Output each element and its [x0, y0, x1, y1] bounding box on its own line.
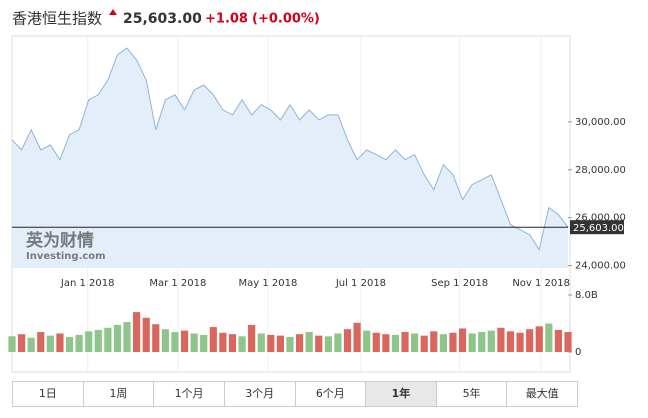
y-tick-label: 24,000.00 — [575, 261, 626, 272]
volume-bar — [324, 336, 332, 352]
volume-bar — [305, 332, 313, 352]
volume-bar — [238, 336, 246, 352]
volume-bar — [219, 332, 227, 352]
volume-bar — [37, 332, 45, 352]
volume-bar — [286, 337, 294, 352]
volume-bar — [142, 317, 150, 352]
volume-bar — [334, 333, 342, 352]
range-buttons: 1日 1周 1个月 3个月 6个月 1年 5年 最大值 — [12, 381, 578, 407]
volume-bar — [123, 322, 131, 352]
volume-bar — [372, 332, 380, 352]
area — [12, 48, 568, 268]
volume-bar — [200, 334, 208, 352]
x-tick-label: Jan 1 2018 — [60, 278, 115, 289]
range-button[interactable]: 1日 — [13, 382, 84, 406]
volume-bar — [497, 327, 505, 352]
y-tick-label: 26,000.00 — [575, 213, 626, 224]
volume-bar — [382, 334, 390, 352]
volume-bar — [506, 331, 515, 352]
volume-bar — [391, 334, 400, 352]
range-button[interactable]: 5年 — [437, 382, 508, 406]
volume-bar — [487, 330, 495, 352]
volume-bar — [343, 329, 352, 352]
change: +1.08 — [205, 12, 248, 27]
title: 香港恒生指数 — [12, 10, 102, 28]
volume-bar — [353, 322, 361, 352]
volume-bar — [420, 335, 428, 352]
y-tick-label: 28,000.00 — [575, 165, 626, 176]
chart: 香港恒生指数 25,603.00 +1.08 (+0.00%) Jan 1 20… — [8, 9, 626, 373]
x-tick-label: Jul 1 2018 — [335, 278, 386, 289]
range-button[interactable]: 1年 — [366, 382, 437, 406]
watermark: 英为财情 — [26, 230, 94, 251]
x-tick-label: May 1 2018 — [239, 278, 298, 289]
volume-bar — [56, 333, 64, 352]
volume-bar — [458, 328, 467, 352]
volume-bar — [430, 331, 438, 352]
last-price-box — [570, 220, 624, 235]
volume-bar — [171, 332, 179, 352]
volume-bar — [228, 334, 237, 352]
last-price-label: 25,603.00 — [573, 223, 624, 234]
volume-bar — [276, 335, 285, 352]
price-line — [11, 47, 569, 251]
x-tick-label: Nov 1 2018 — [512, 278, 570, 289]
volume-bar — [535, 326, 543, 352]
volume-bar — [545, 323, 553, 352]
volume-bar — [554, 329, 563, 352]
volume-bar — [17, 334, 26, 352]
volume-bar — [190, 333, 198, 352]
volume-bar — [104, 327, 112, 352]
y-tick-label: 30,000.00 — [575, 117, 626, 128]
volume-bar — [401, 332, 409, 352]
volume-bar — [46, 335, 54, 352]
volume-bar — [468, 333, 476, 352]
last-price: 25,603.00 — [123, 11, 202, 27]
up-arrow — [109, 9, 117, 15]
volume-bar — [8, 336, 16, 352]
volume-bar — [75, 334, 83, 352]
range-button[interactable]: 3个月 — [225, 382, 296, 406]
y-tick-label: 8.0B — [575, 290, 598, 301]
x-tick-label: Mar 1 2018 — [149, 278, 206, 289]
volume-bar — [478, 332, 486, 352]
volume-bar — [564, 332, 572, 352]
volume-bar — [439, 334, 447, 352]
volume-bar — [315, 335, 323, 352]
y-tick-label: 0 — [575, 347, 581, 358]
volume-bar — [27, 337, 35, 352]
volume-bar — [449, 332, 457, 352]
volume-bar — [113, 324, 122, 352]
range-button[interactable]: 6个月 — [296, 382, 367, 406]
volume-bar — [161, 329, 169, 352]
volume-bar — [526, 329, 534, 352]
range-button[interactable]: 最大值 — [525, 387, 559, 400]
volume-bar — [85, 331, 93, 352]
change-pct: (+0.00%) — [252, 12, 320, 27]
volume-bar — [257, 333, 265, 352]
watermark: Investing.com — [26, 251, 106, 262]
x-tick-label: Sep 1 2018 — [431, 278, 488, 289]
volume-bar — [152, 324, 160, 352]
volume-bar — [267, 334, 275, 352]
volume-bar — [180, 330, 189, 352]
volume-bar — [363, 330, 371, 352]
volume-bar — [295, 334, 304, 352]
volume-bar — [65, 337, 74, 352]
range-button[interactable]: 1个月 — [154, 382, 225, 406]
volume-bar — [411, 333, 419, 352]
volume-bar — [516, 332, 524, 352]
volume-bar — [94, 329, 102, 352]
volume-bar — [248, 324, 256, 352]
volume-bar — [133, 312, 141, 352]
range-button[interactable]: 1周 — [84, 382, 155, 406]
volume-bar — [209, 327, 217, 352]
